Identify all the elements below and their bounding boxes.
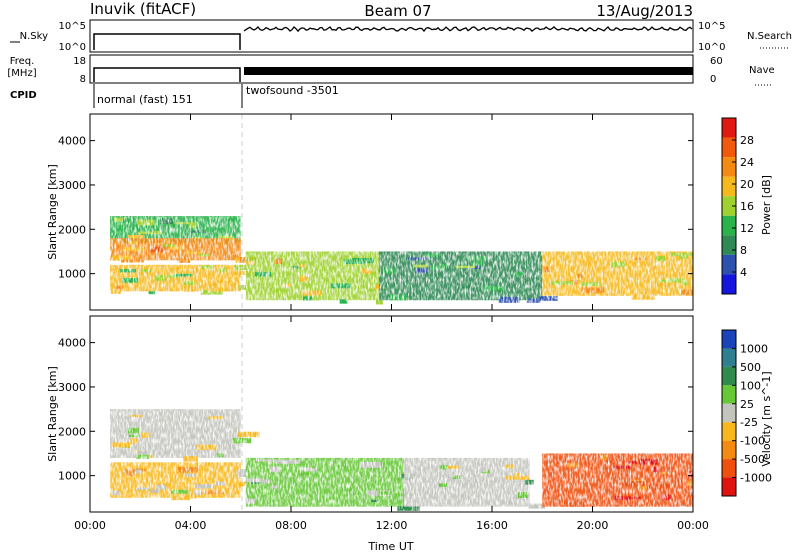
- nsky-frame: [89, 19, 694, 53]
- y-tick-label: 3000: [58, 179, 86, 192]
- velocity-y-axis-label: Slant Range [km]: [46, 366, 59, 462]
- colorbar-tick-label: -100: [740, 435, 765, 448]
- colorbar-tick-label: -500: [740, 453, 765, 466]
- velocity-colorbar: 1000 500 100 25 -25 -100 -500 -1000: [721, 329, 772, 497]
- y-tick-label: 1000: [58, 470, 86, 483]
- x-tick-label: 20:00: [577, 519, 609, 532]
- colorbar-tick-label: 500: [740, 361, 761, 374]
- power-x-ticks: [89, 114, 694, 310]
- power-speckle-mask: [90, 114, 693, 310]
- colorbar-tick-label: 28: [740, 134, 754, 147]
- nsearch-label: N.Search: [747, 31, 792, 42]
- velocity-speckle-mask: [90, 316, 693, 512]
- y-tick-label: 2000: [58, 425, 86, 438]
- y-tick-label: 4000: [58, 135, 86, 148]
- freq-label: Freq.: [10, 56, 35, 67]
- colorbar-tick-label: 24: [740, 156, 754, 169]
- x-tick-label: 12:00: [376, 519, 408, 532]
- colorbar-tick-label: 12: [740, 222, 754, 235]
- freq-unit-label: [MHz]: [7, 68, 36, 79]
- colorbar-segment: [722, 459, 736, 478]
- nsearch-tick-top: 10^5: [698, 21, 725, 32]
- freq-dense-trace: [244, 67, 693, 75]
- x-axis-label: Time UT: [367, 540, 413, 553]
- date-title: 13/Aug/2013: [596, 2, 693, 20]
- colorbar-segment: [722, 330, 736, 349]
- colorbar-segment: [722, 422, 736, 441]
- colorbar-tick-label: 25: [740, 398, 754, 411]
- velocity-panel: 4000 3000 2000 1000 00:00 04:00 08:00 12:00 16:…: [46, 315, 773, 532]
- x-tick-label: 08:00: [275, 519, 307, 532]
- colorbar-segment: [722, 440, 736, 460]
- colorbar-segment: [722, 366, 736, 386]
- colorbar-tick-label: 20: [740, 178, 754, 191]
- colorbar-tick-label: -1000: [740, 472, 772, 485]
- y-tick-label: 1000: [58, 268, 86, 281]
- x-tick-label: 04:00: [175, 519, 207, 532]
- cpid-mode-normal: normal (fast) 151: [97, 93, 193, 106]
- nave-tick-top: 60: [710, 56, 723, 67]
- colorbar-segment: [722, 403, 736, 423]
- y-tick-label: 4000: [58, 337, 86, 350]
- colorbar-tick-label: 4: [740, 266, 747, 279]
- nave-label: Nave: [749, 65, 775, 76]
- colorbar-segment: [722, 254, 736, 275]
- freq-panel: Freq. [MHz] 18 8 60 0 Nave: [7, 54, 775, 86]
- colorbar-tick-label: 100: [740, 379, 761, 392]
- power-panel: 4000 3000 2000 1000 Slant Range [km] 28 24 20…: [46, 113, 773, 311]
- colorbar-segment: [722, 235, 736, 255]
- colorbar-frame: [721, 329, 737, 497]
- x-tick-label: 16:00: [476, 519, 508, 532]
- colorbar-segment: [722, 348, 736, 367]
- cpid-panel: CPID normal (fast) 151 twofsound -3501: [10, 84, 339, 108]
- beam-title: Beam 07: [364, 2, 431, 20]
- colorbar-segment: [722, 477, 736, 496]
- freq-step-normal: [93, 67, 241, 82]
- colorbar-segment: [722, 137, 736, 158]
- cpid-label: CPID: [10, 90, 37, 101]
- freq-tick-top: 18: [73, 56, 86, 67]
- nsky-label: N.Sky: [20, 31, 48, 42]
- colorbar-segment: [722, 118, 736, 138]
- colorbar-tick-label: 8: [740, 244, 747, 257]
- nsky-trace: [243, 26, 693, 33]
- power-colorbar-label: Power [dB]: [760, 175, 773, 235]
- nsky-panel: N.Sky 10^5 10^0 10^5 10^0 N.Search: [10, 19, 792, 53]
- power-colorbar: 28 24 20 16 12 8 4: [721, 117, 754, 295]
- colorbar-tick-label: 1000: [740, 342, 768, 355]
- velocity-y-ticks: 4000 3000 2000 1000: [58, 337, 693, 483]
- colorbar-segment: [722, 385, 736, 404]
- y-tick-label: 3000: [58, 381, 86, 394]
- cpid-mode-twofsound: twofsound -3501: [246, 84, 339, 97]
- freq-tick-bottom: 8: [80, 74, 86, 85]
- velocity-colorbar-label: Velocity [m s^-1]: [760, 371, 773, 466]
- colorbar-segment: [722, 274, 736, 294]
- colorbar-segment: [722, 196, 736, 216]
- power-y-ticks: 4000 3000 2000 1000: [58, 135, 693, 281]
- y-tick-label: 2000: [58, 223, 86, 236]
- colorbar-tick-label: -25: [740, 416, 758, 429]
- nave-tick-bottom: 0: [710, 74, 716, 85]
- nsky-tick-bottom: 10^0: [59, 42, 86, 53]
- nsky-step-normal: [93, 33, 241, 50]
- colorbar-tick-label: 16: [740, 200, 754, 213]
- colorbar-segment: [722, 157, 736, 177]
- x-tick-label: 00:00: [677, 519, 709, 532]
- velocity-x-ticks: 00:00 04:00 08:00 12:00 16:00 20:00 00:00: [74, 316, 709, 532]
- nsky-tick-top: 10^5: [59, 21, 86, 32]
- nsearch-tick-bottom: 10^0: [698, 42, 725, 53]
- power-y-axis-label: Slant Range [km]: [46, 164, 59, 260]
- colorbar-segment: [722, 215, 736, 236]
- colorbar-segment: [722, 176, 736, 197]
- station-title: Inuvik (fitACF): [90, 0, 196, 18]
- x-tick-label: 00:00: [74, 519, 106, 532]
